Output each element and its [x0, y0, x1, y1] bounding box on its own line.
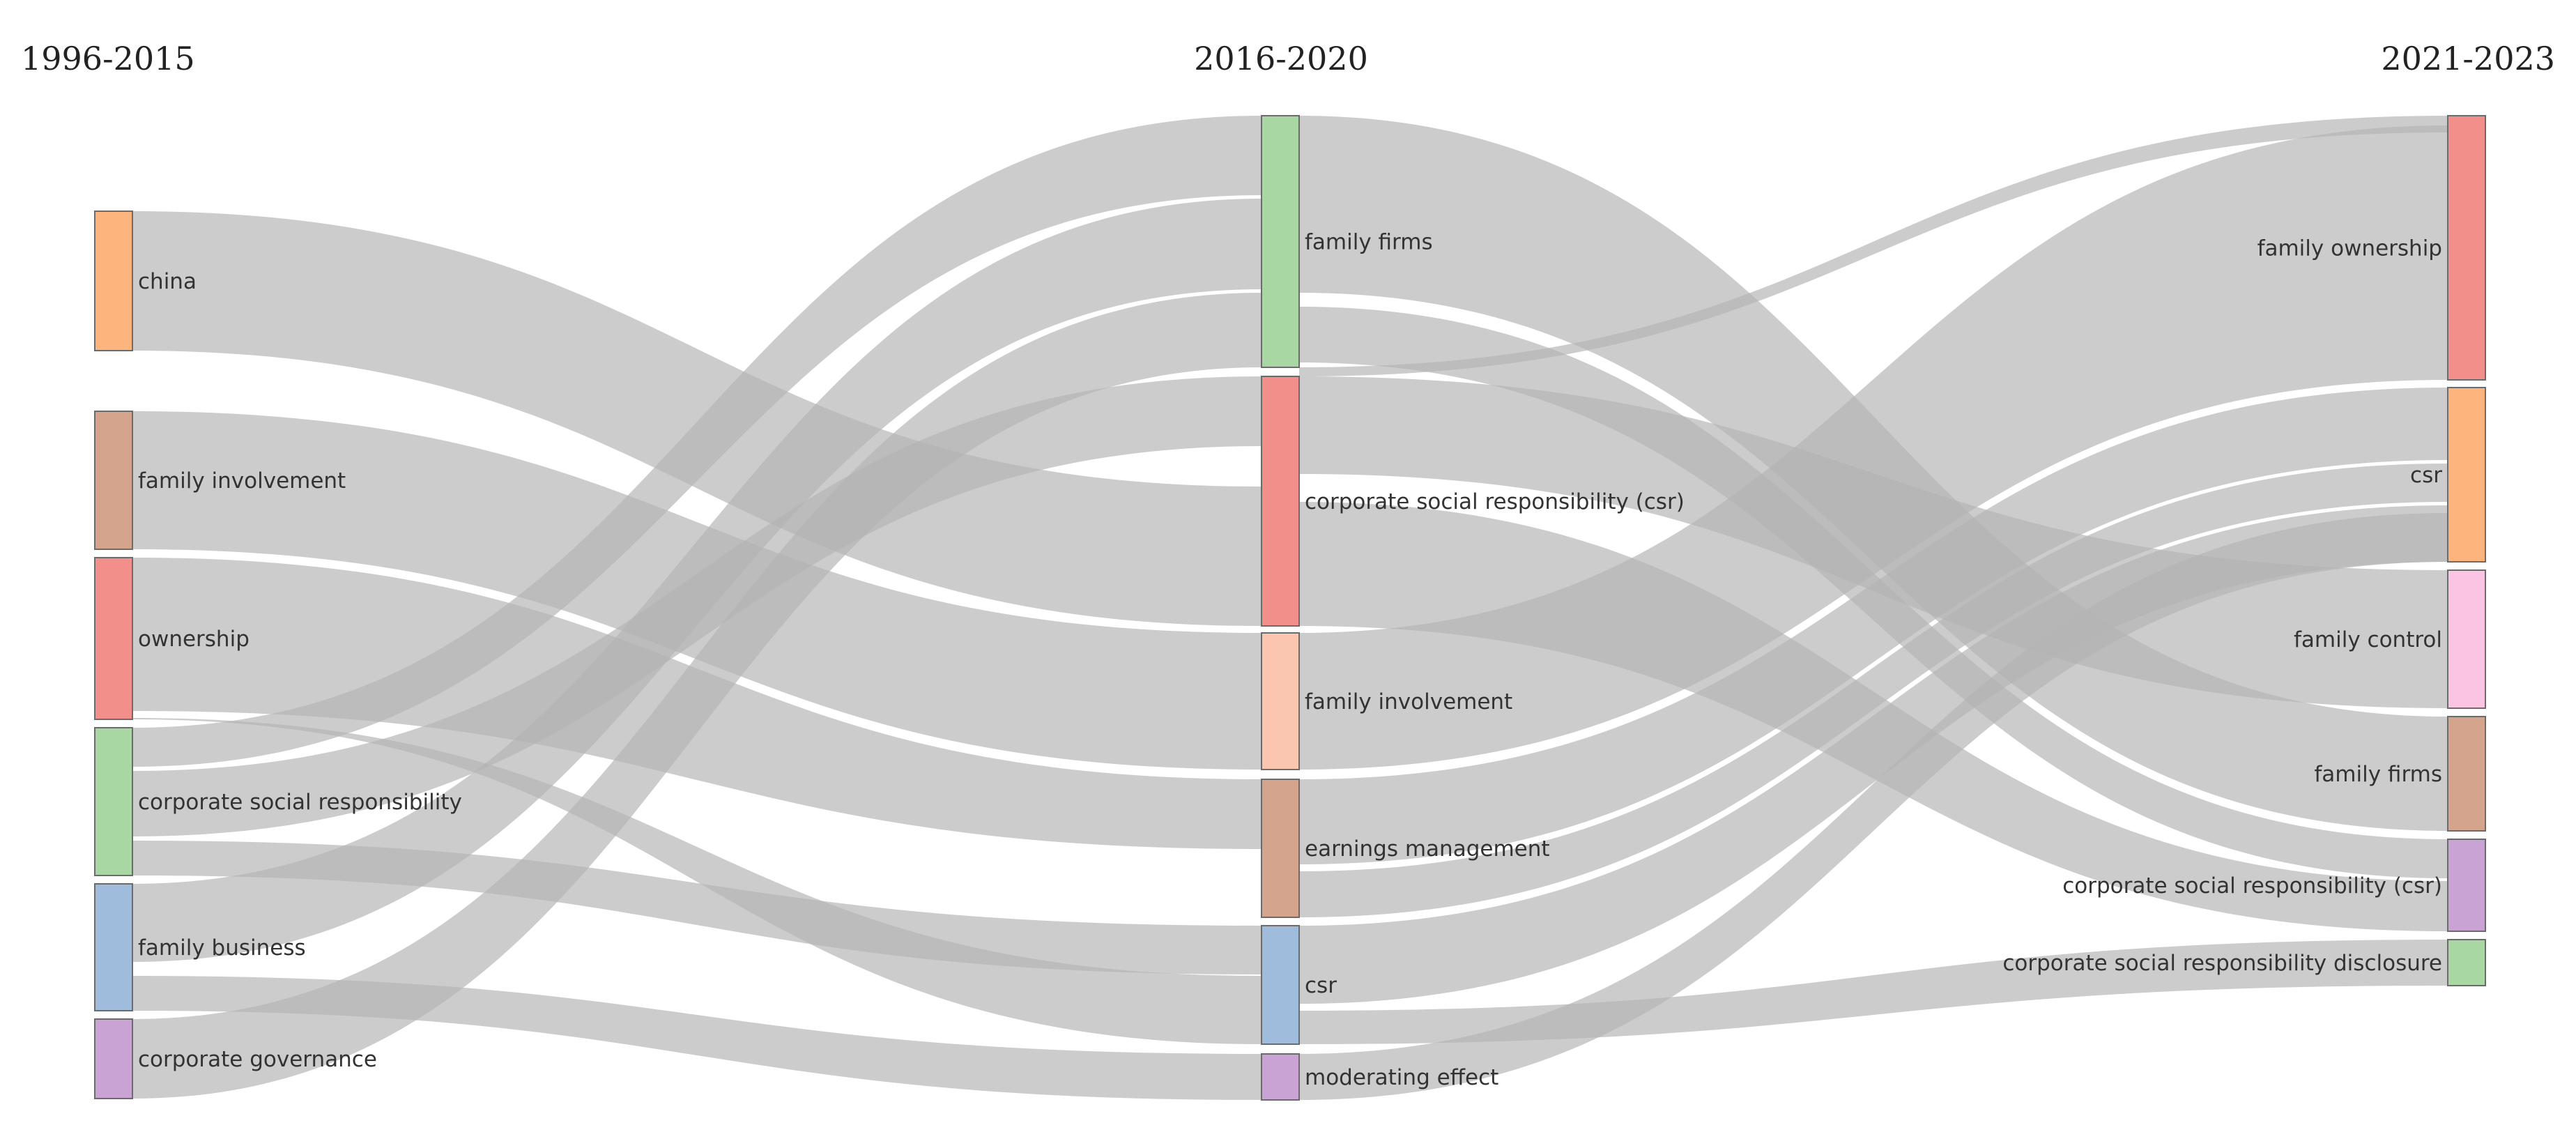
period-title-1996-2015: 1996-2015: [21, 40, 195, 77]
node-label-c0-family-business: family business: [138, 935, 306, 961]
node-label-c2-family-control: family control: [2294, 627, 2442, 652]
node-layer: china family involvement ownership corporat…: [94, 115, 2486, 1101]
node-c2-family-ownership[interactable]: [2447, 115, 2486, 381]
node-c2-family-control[interactable]: [2447, 569, 2486, 709]
node-label-c2-family-firms: family firms: [2314, 762, 2442, 787]
flow-layer: [132, 116, 2448, 1100]
node-c1-csr-full[interactable]: [1261, 376, 1300, 627]
node-label-c1-earnings-management: earnings management: [1305, 836, 1550, 862]
flow-c0-corporate-social-responsibility-to-c1-family-firms: [132, 116, 1262, 767]
node-label-c2-csr-disclosure: corporate social responsibility disclosu…: [2002, 951, 2442, 976]
node-c0-china[interactable]: [94, 211, 133, 351]
node-c2-csr[interactable]: [2447, 387, 2486, 563]
node-c1-family-firms[interactable]: [1261, 115, 1300, 368]
period-title-2016-2020: 2016-2020: [1194, 40, 1368, 77]
flow-c1-family-firms-to-c2-csr-full: [1299, 116, 2448, 376]
node-c2-csr-disclosure[interactable]: [2447, 939, 2486, 986]
flow-c1-earnings-management-to-c2-family-ownership: [1299, 388, 2448, 864]
node-label-c1-family-firms: family firms: [1305, 230, 1433, 255]
node-c1-family-involvement[interactable]: [1261, 632, 1300, 770]
node-label-c1-moderating-effect: moderating effect: [1305, 1065, 1498, 1090]
node-c2-csr-full[interactable]: [2447, 839, 2486, 932]
node-label-c1-family-involvement: family involvement: [1305, 689, 1512, 714]
node-c0-corporate-social-responsibility[interactable]: [94, 727, 133, 876]
node-label-c2-csr-full: corporate social responsibility (csr): [2062, 873, 2442, 898]
node-label-c0-china: china: [138, 269, 197, 294]
node-c1-moderating-effect[interactable]: [1261, 1053, 1300, 1101]
node-label-c1-csr: csr: [1305, 973, 1337, 998]
node-c0-family-involvement[interactable]: [94, 411, 133, 550]
node-c1-csr[interactable]: [1261, 925, 1300, 1045]
flow-c1-moderating-effect-to-c2-csr: [1299, 513, 2448, 1100]
node-label-c0-corporate-governance: corporate governance: [138, 1047, 377, 1072]
node-c2-family-firms[interactable]: [2447, 716, 2486, 832]
flow-c0-china-to-c1-csr-full: [132, 211, 1262, 626]
node-c0-family-business[interactable]: [94, 883, 133, 1011]
node-c0-corporate-governance[interactable]: [94, 1018, 133, 1099]
node-label-c2-csr: csr: [2410, 463, 2442, 488]
flow-c1-family-involvement-to-c2-family-ownership: [1299, 125, 2448, 770]
node-label-c1-csr-full: corporate social responsibility (csr): [1305, 489, 1685, 514]
flow-c0-corporate-governance-to-c1-family-firms: [132, 293, 1262, 1099]
node-label-c0-family-involvement: family involvement: [138, 468, 346, 494]
node-label-c2-family-ownership: family ownership: [2257, 236, 2442, 261]
node-label-c0-corporate-social-responsibility: corporate social responsibility: [138, 790, 462, 815]
flow-c0-family-business-to-c1-family-firms: [132, 199, 1262, 962]
node-c1-earnings-management[interactable]: [1261, 779, 1300, 918]
period-title-2021-2023: 2021-2023: [2381, 40, 2555, 77]
node-c0-ownership[interactable]: [94, 557, 133, 720]
flow-c1-csr-to-c2-csr: [1299, 505, 2448, 1004]
flow-c1-earnings-management-to-c2-csr: [1299, 464, 2448, 917]
node-label-c0-ownership: ownership: [138, 627, 250, 652]
